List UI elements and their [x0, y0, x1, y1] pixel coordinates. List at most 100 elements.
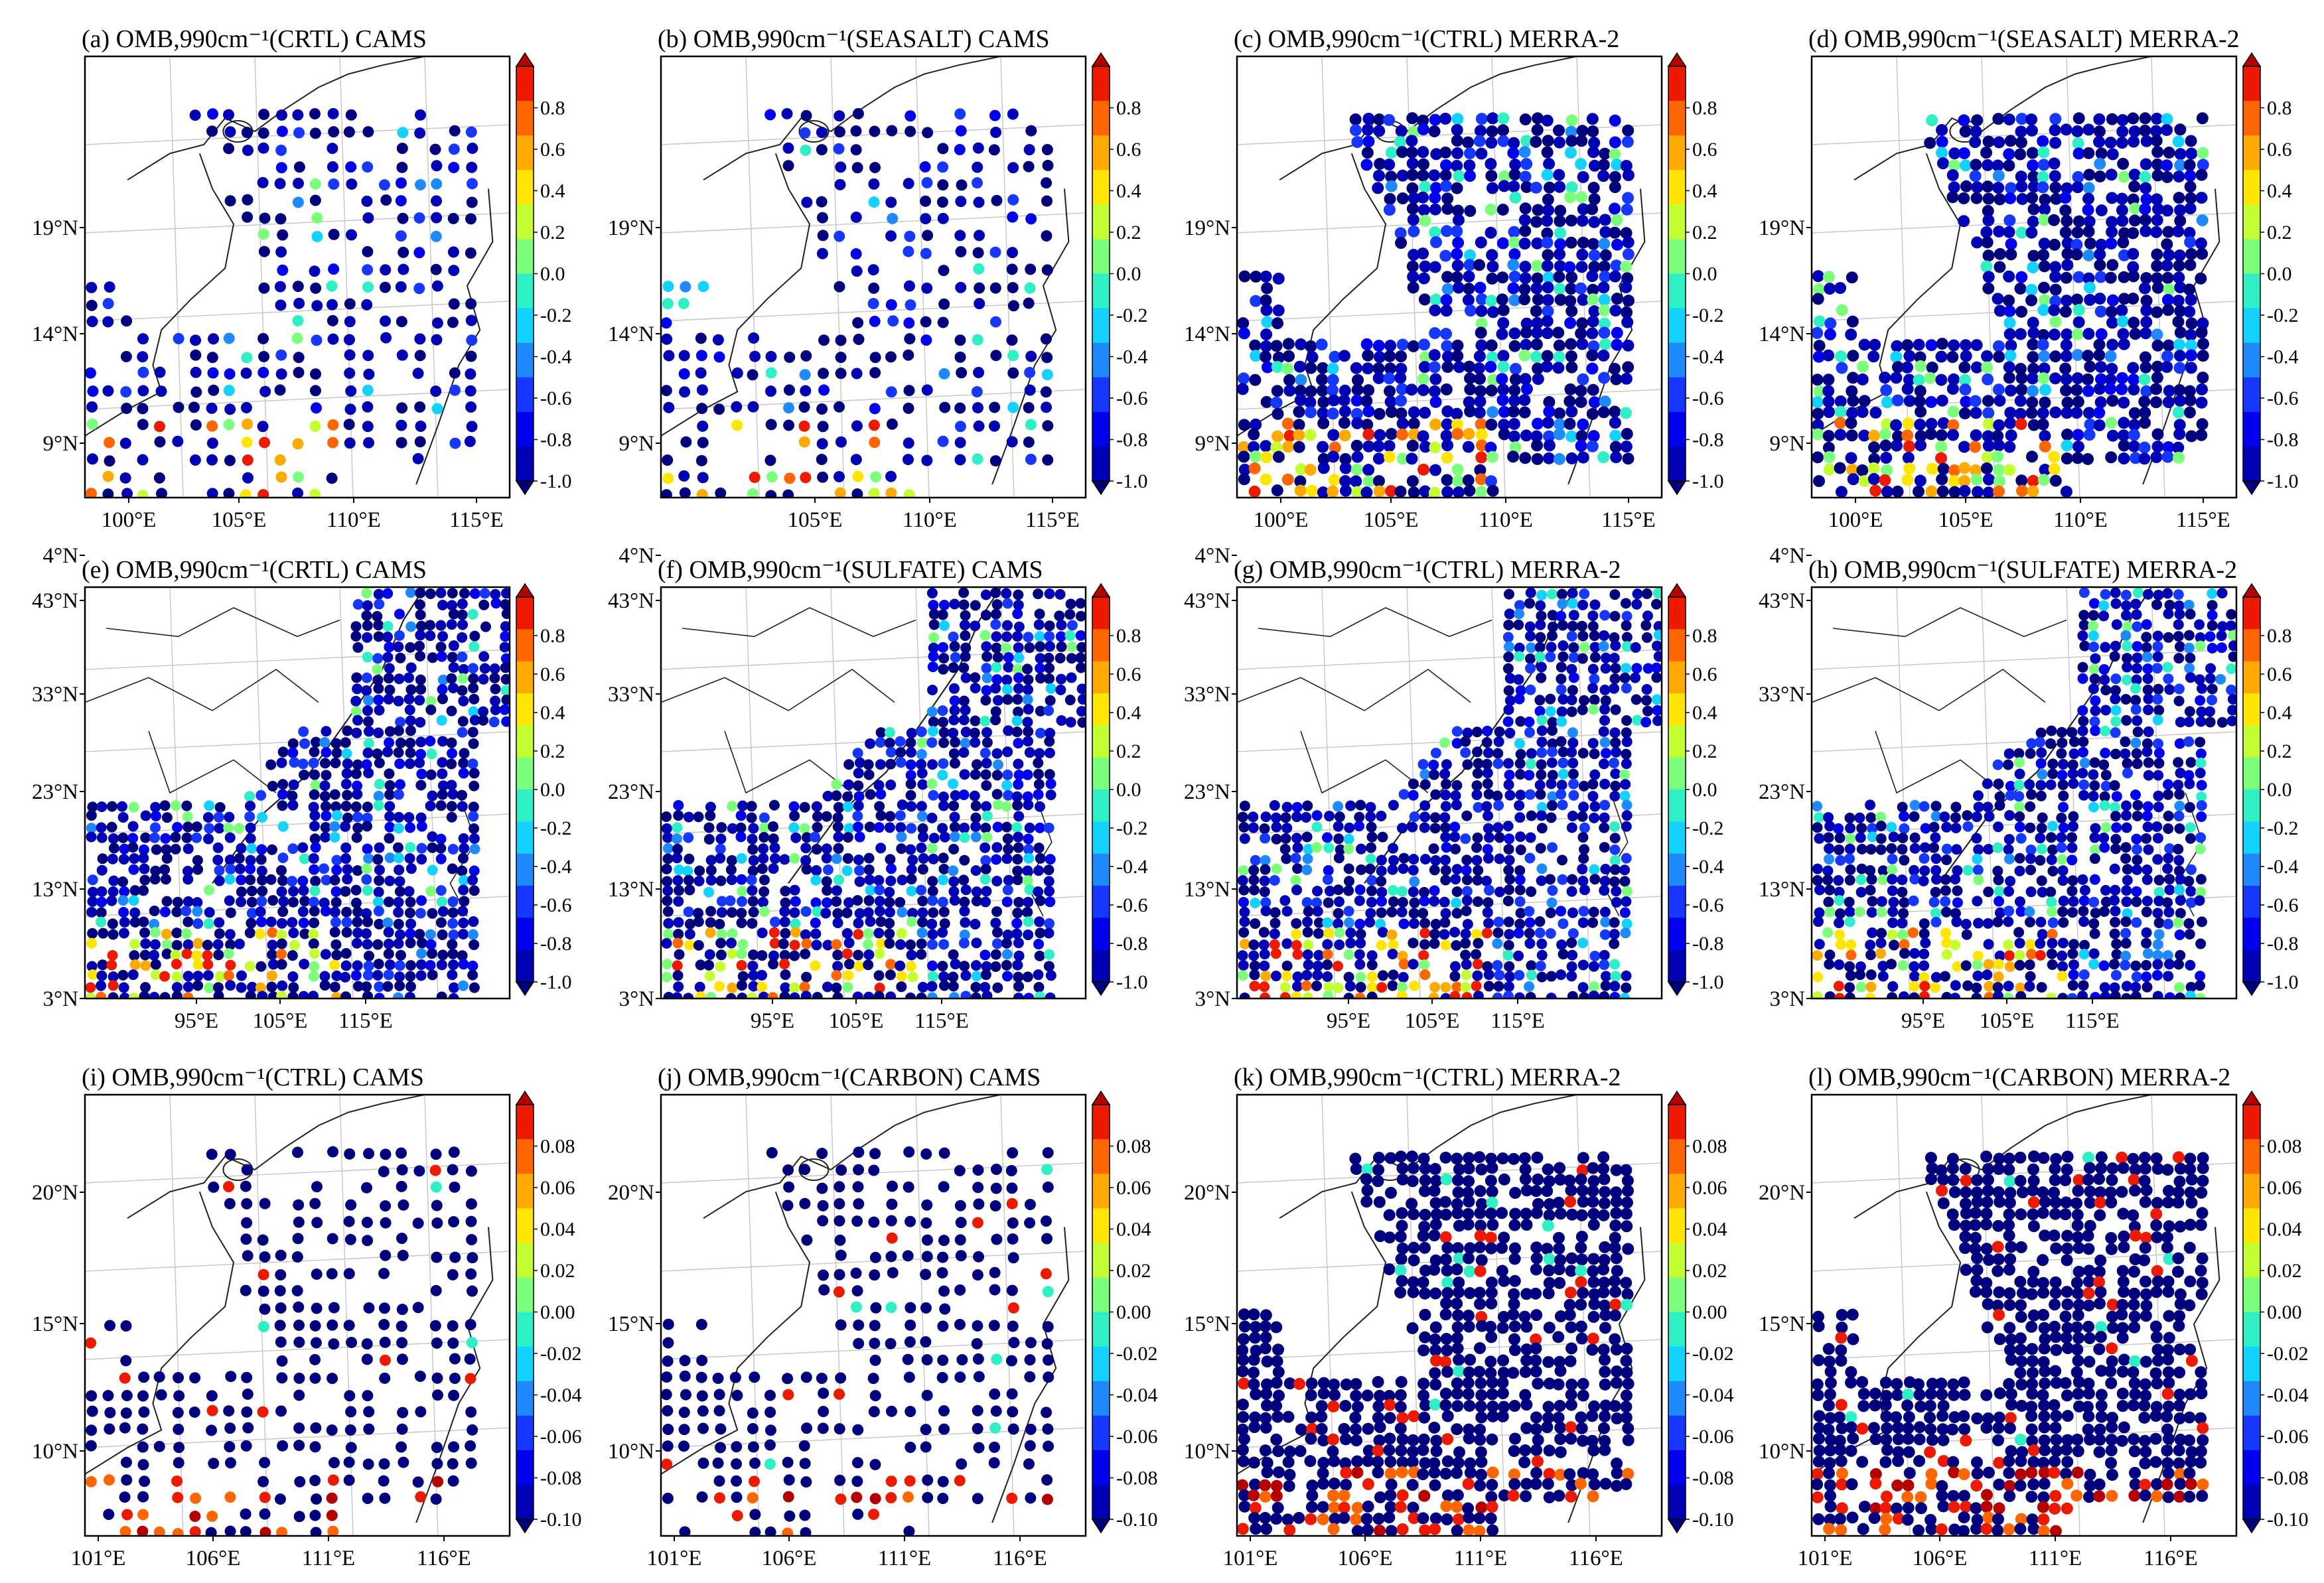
obs-point: [1575, 440, 1587, 452]
obs-point: [309, 265, 321, 277]
obs-point: [2174, 789, 2185, 800]
obs-point: [1440, 822, 1451, 833]
obs-point: [954, 144, 966, 156]
obs-point: [1970, 407, 1982, 419]
obs-point: [737, 971, 749, 982]
obs-point: [759, 886, 770, 897]
obs-point: [938, 620, 950, 631]
obs-point: [2047, 768, 2059, 780]
obs-point: [2094, 259, 2106, 271]
obs-point: [190, 386, 202, 398]
obs-point: [329, 789, 340, 800]
obs-point: [1902, 452, 1915, 464]
obs-point: [716, 822, 727, 833]
obs-point: [737, 993, 748, 998]
obs-point: [1865, 844, 1877, 855]
obs-point: [265, 874, 277, 885]
obs-point: [465, 247, 476, 259]
obs-point: [1993, 350, 2005, 363]
obs-point: [1033, 768, 1045, 780]
obs-point: [415, 420, 427, 432]
obs-point: [1621, 610, 1633, 622]
obs-point: [298, 726, 309, 737]
lon-label: 110°E: [327, 508, 381, 532]
obs-point: [320, 949, 331, 960]
obs-point: [974, 230, 985, 241]
obs-point: [1417, 463, 1430, 476]
obs-point: [1535, 961, 1546, 972]
obs-point: [863, 959, 874, 971]
obs-point: [1552, 362, 1565, 374]
obs-point: [206, 352, 218, 364]
obs-point: [1419, 853, 1431, 864]
obs-point: [1993, 485, 2005, 498]
obs-point: [1366, 821, 1377, 833]
obs-point: [214, 928, 225, 939]
obs-point: [1313, 917, 1325, 928]
obs-point: [383, 948, 394, 959]
obs-point: [981, 831, 993, 843]
obs-point: [736, 917, 747, 928]
obs-point: [362, 264, 374, 276]
obs-point: [2110, 843, 2122, 855]
obs-point: [672, 833, 683, 845]
obs-point: [1547, 770, 1558, 781]
obs-point: [679, 487, 691, 498]
obs-point: [1035, 653, 1046, 664]
colorbar-label: -0.2: [1116, 305, 1148, 326]
obs-point: [974, 282, 985, 294]
graticule-line: [915, 587, 930, 998]
obs-point: [457, 980, 469, 991]
obs-point: [1429, 823, 1441, 834]
obs-point: [425, 620, 436, 631]
obs-point: [1271, 407, 1284, 420]
obs-point: [1940, 874, 1951, 885]
obs-point: [1012, 874, 1023, 886]
obs-point: [895, 939, 906, 950]
obs-point: [2094, 361, 2107, 374]
obs-point: [2139, 112, 2151, 125]
obs-point: [2172, 225, 2185, 238]
obs-point: [2037, 812, 2048, 823]
obs-point: [1536, 769, 1547, 780]
obs-point: [2039, 383, 2051, 396]
obs-point: [2083, 169, 2096, 181]
obs-point: [415, 908, 426, 919]
obs-point: [1419, 959, 1430, 971]
obs-point: [1556, 906, 1567, 917]
obs-point: [1609, 270, 1621, 283]
obs-point: [1621, 727, 1632, 738]
obs-point: [991, 631, 1002, 642]
obs-point: [383, 693, 394, 705]
obs-point: [2082, 452, 2094, 465]
obs-point: [287, 991, 299, 998]
obs-point: [206, 125, 218, 137]
obs-point: [436, 896, 447, 908]
obs-point: [853, 929, 864, 940]
obs-point: [981, 991, 993, 998]
obs-point: [1385, 146, 1398, 159]
obs-point: [2037, 146, 2050, 159]
obs-point: [1238, 896, 1249, 908]
obs-point: [437, 693, 449, 705]
obs-point: [395, 281, 407, 293]
obs-point: [1471, 949, 1482, 960]
obs-point: [321, 810, 332, 821]
obs-point: [1518, 406, 1531, 419]
obs-point: [1948, 181, 1960, 194]
obs-point: [991, 789, 1003, 800]
obs-point: [1408, 486, 1420, 498]
obs-point: [1947, 429, 1960, 441]
obs-point: [241, 127, 253, 139]
obs-point: [1621, 918, 1633, 929]
obs-point: [1653, 621, 1662, 632]
obs-point: [1587, 340, 1600, 352]
obs-point: [950, 652, 961, 663]
obs-point: [680, 281, 691, 293]
obs-point: [214, 971, 226, 982]
obs-point: [1543, 181, 1556, 194]
obs-point: [344, 349, 356, 361]
obs-point: [373, 886, 384, 898]
obs-point: [501, 608, 510, 620]
obs-point: [971, 886, 982, 898]
